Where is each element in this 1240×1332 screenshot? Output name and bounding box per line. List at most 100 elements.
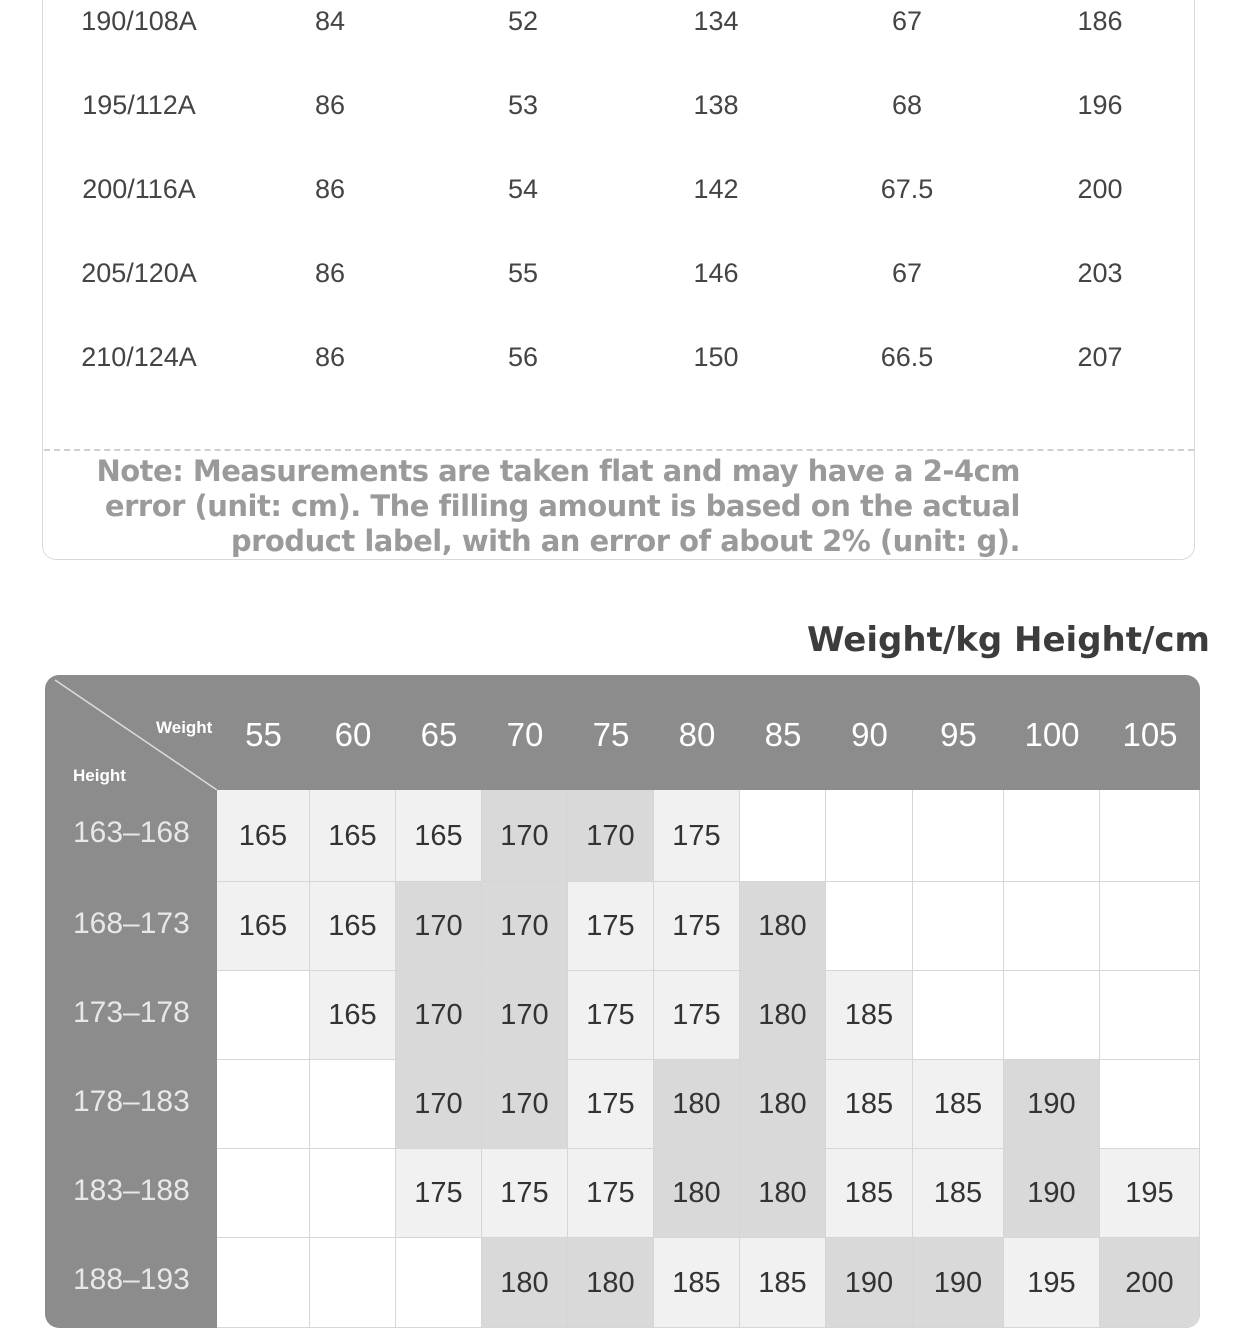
size-cell: [217, 1060, 310, 1149]
size-cell: [310, 1060, 396, 1149]
size-cell: 190: [913, 1238, 1004, 1328]
height-label: 173–178: [73, 996, 190, 1029]
size-cell: 170: [482, 882, 568, 971]
weight-header: 95: [940, 716, 977, 753]
table-cell: 138: [693, 90, 739, 120]
table-cell: 200/116A: [82, 174, 196, 204]
height-label: 178–183: [73, 1085, 190, 1118]
weight-header: 65: [420, 716, 458, 753]
table-cell: 207: [1077, 342, 1123, 372]
size-cell: [913, 882, 1004, 971]
table-cell: 86: [314, 258, 346, 288]
size-cell: 175: [654, 790, 740, 882]
size-recommendation-grid: Weight Height 55 60 65 70 75 80 85 90 95 100 105 16…: [45, 675, 1200, 1328]
size-cell: [826, 790, 913, 882]
table-cell: 146: [693, 258, 739, 288]
table-cell: 203: [1077, 258, 1123, 288]
table-cell: 55: [507, 258, 539, 288]
table-cell: 56: [507, 342, 539, 372]
size-table-box: [42, 0, 1195, 560]
table-cell: 142: [693, 174, 739, 204]
corner-height-label: Height: [73, 766, 126, 785]
size-cell: [310, 1238, 396, 1328]
size-cell: 180: [740, 1149, 826, 1238]
size-cell: 165: [310, 882, 396, 971]
size-cell: 175: [396, 1149, 482, 1238]
table-row: 200/116A 86 54 142 67.5 200: [0, 169, 1240, 209]
size-cell: 170: [396, 1060, 482, 1149]
table-cell: 86: [314, 90, 346, 120]
size-cell: 170: [568, 790, 654, 882]
size-cell: 175: [654, 882, 740, 971]
table-cell: 54: [507, 174, 539, 204]
size-cell: [217, 971, 310, 1060]
size-cell: [1100, 882, 1200, 971]
size-cell: [1100, 1060, 1200, 1149]
corner-weight-label: Weight: [156, 718, 213, 737]
size-cell: [1004, 882, 1100, 971]
table-cell: 134: [693, 6, 739, 36]
size-cell: 175: [482, 1149, 568, 1238]
corner-diagonal: [54, 679, 217, 790]
size-cell: 195: [1100, 1149, 1200, 1238]
size-cell: 180: [654, 1060, 740, 1149]
size-cell: 180: [740, 971, 826, 1060]
note-line: Note: Measurements are taken flat and ma…: [96, 454, 1020, 488]
divider: [44, 449, 1194, 451]
size-cell: [310, 1149, 396, 1238]
table-cell: 84: [314, 6, 346, 36]
size-cell: [396, 1238, 482, 1328]
size-cell: 190: [1004, 1060, 1100, 1149]
size-cell: 165: [217, 882, 310, 971]
size-cell: 185: [913, 1060, 1004, 1149]
size-cell: [826, 882, 913, 971]
size-cell: 170: [482, 1060, 568, 1149]
size-cell: 190: [1004, 1149, 1100, 1238]
table-cell: 190/108A: [81, 6, 197, 36]
table-cell: 195/112A: [82, 90, 196, 120]
table-cell: 52: [507, 6, 539, 36]
height-label: 183–188: [73, 1174, 190, 1207]
size-cell: 195: [1004, 1238, 1100, 1328]
size-cell: 175: [568, 1149, 654, 1238]
size-cell: 170: [482, 971, 568, 1060]
table-cell: 150: [693, 342, 739, 372]
table-cell: 67: [891, 258, 923, 288]
size-cell: 175: [568, 882, 654, 971]
table-cell: 210/124A: [81, 342, 197, 372]
size-cell: 185: [913, 1149, 1004, 1238]
size-cell: 175: [568, 1060, 654, 1149]
size-cell: 165: [217, 790, 310, 882]
size-cell: 185: [826, 1060, 913, 1149]
weight-header: 85: [764, 716, 802, 753]
size-cell: [217, 1149, 310, 1238]
table-cell: 86: [314, 342, 346, 372]
size-cell: [1100, 790, 1200, 882]
weight-header: 90: [851, 716, 888, 753]
size-cell: 190: [826, 1238, 913, 1328]
table-cell: 200: [1077, 174, 1123, 204]
weight-header: 70: [506, 716, 544, 753]
size-cell: 180: [482, 1238, 568, 1328]
table-cell: 66.5: [880, 342, 934, 372]
note-line: product label, with an error of about 2%…: [230, 524, 1021, 558]
weight-header: 75: [592, 716, 630, 753]
weight-header: 105: [1122, 716, 1178, 753]
size-cell: 170: [396, 971, 482, 1060]
note-line: error (unit: cm). The filling amount is …: [104, 489, 1021, 523]
recommend-title: Weight/kg Height/cm: [807, 620, 1210, 660]
weight-header: 100: [1024, 716, 1080, 753]
table-row: 210/124A 86 56 150 66.5 207: [0, 337, 1240, 377]
size-cell: 180: [568, 1238, 654, 1328]
size-cell: 165: [310, 971, 396, 1060]
size-cell: [217, 1238, 310, 1328]
size-cell: [913, 971, 1004, 1060]
height-label: 188–193: [73, 1263, 190, 1296]
size-cell: 180: [654, 1149, 740, 1238]
size-cell: 165: [310, 790, 396, 882]
size-cell: [1100, 971, 1200, 1060]
measurement-note: Note: Measurements are taken flat and ma…: [60, 454, 1020, 559]
size-cell: 165: [396, 790, 482, 882]
size-cell: [1004, 790, 1100, 882]
size-cell: 185: [826, 971, 913, 1060]
